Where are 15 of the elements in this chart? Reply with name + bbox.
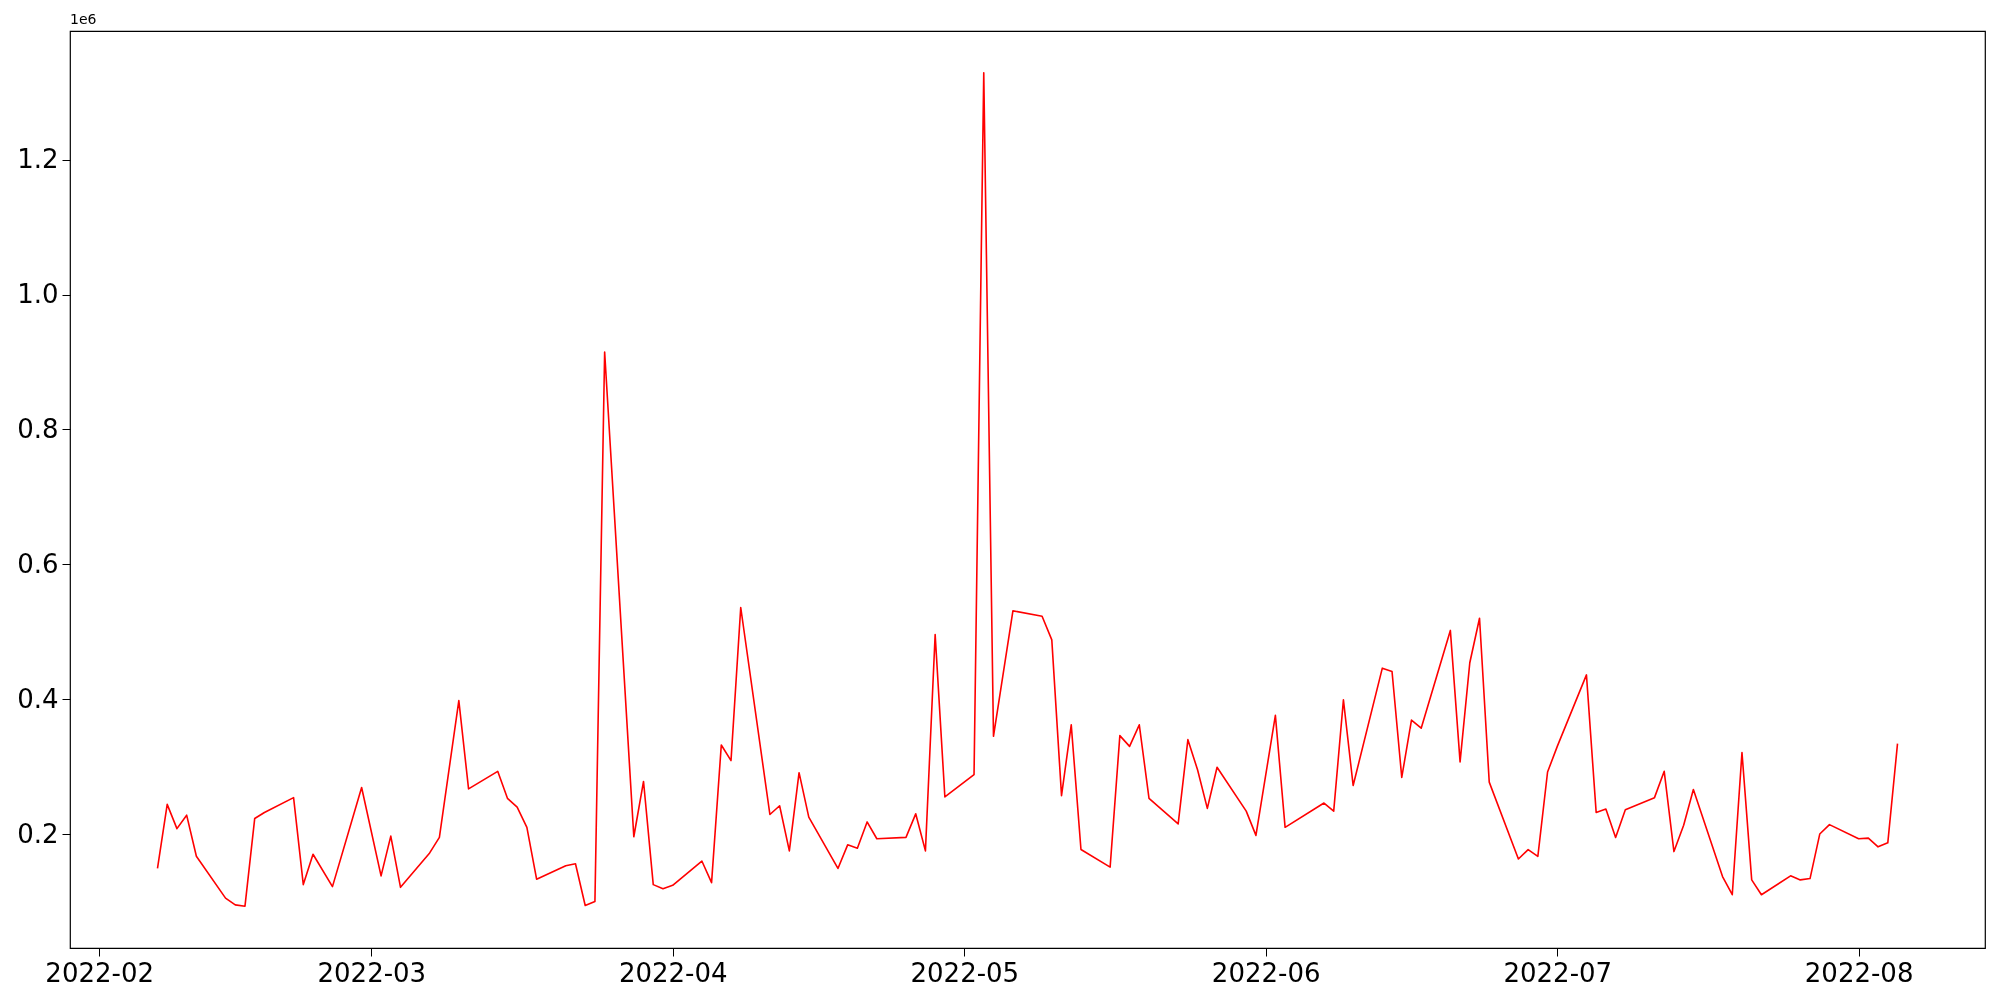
x-tick-label: 2022-07 — [1503, 957, 1613, 988]
y-tick-label: 0.8 — [17, 413, 59, 444]
x-tick-label: 2022-04 — [618, 957, 728, 988]
x-tick-label: 2022-03 — [317, 957, 427, 988]
y-tick-label: 0.2 — [17, 818, 59, 849]
y-tick-label: 0.6 — [17, 548, 59, 579]
line-series — [156, 72, 1899, 907]
text: 1e6 — [70, 11, 97, 27]
y-tick-label: 0.4 — [17, 683, 59, 714]
x-tick-label: 2022-05 — [910, 957, 1020, 988]
y-tick-label: 1.0 — [17, 279, 59, 310]
x-tick-label: 2022-06 — [1211, 957, 1321, 988]
x-tick-label: 2022-08 — [1804, 957, 1914, 988]
y-tick-label: 1.2 — [17, 144, 59, 175]
x-tick-label: 2022-02 — [45, 957, 154, 988]
